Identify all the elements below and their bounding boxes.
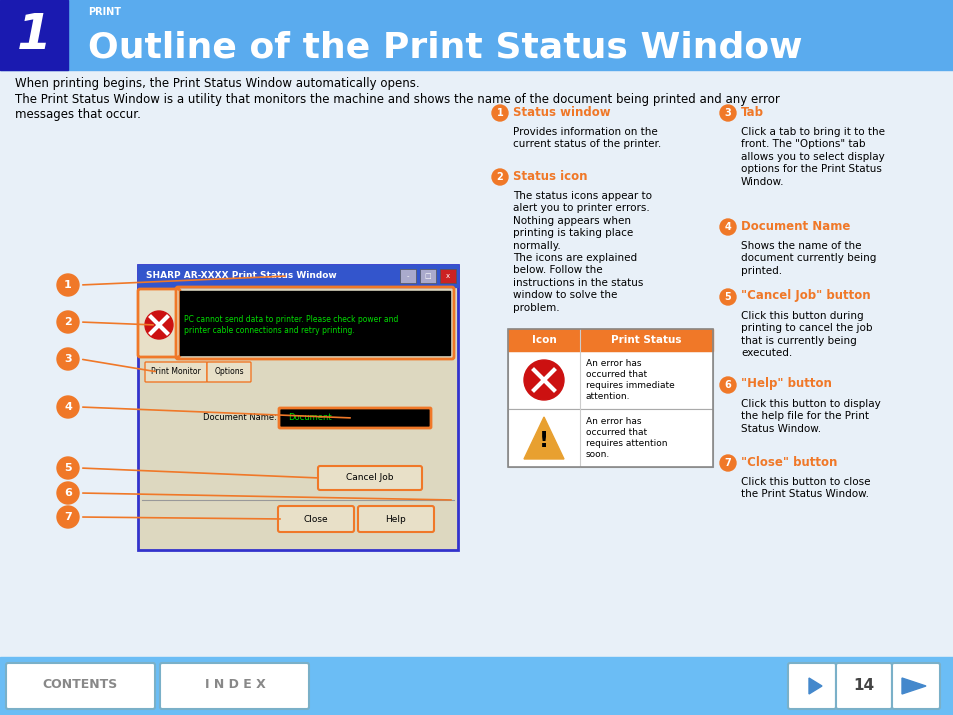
Text: 4: 4 — [64, 402, 71, 412]
FancyBboxPatch shape — [399, 269, 416, 283]
Text: x: x — [445, 273, 450, 279]
Bar — [0, 0, 68, 70]
Text: Print Monitor: Print Monitor — [151, 368, 201, 377]
Circle shape — [523, 360, 563, 400]
FancyBboxPatch shape — [278, 408, 431, 428]
Text: I N D E X: I N D E X — [204, 679, 265, 691]
FancyBboxPatch shape — [439, 269, 456, 283]
Text: Help: Help — [385, 515, 406, 523]
Text: When printing begins, the Print Status Window automatically opens.: When printing begins, the Print Status W… — [15, 77, 419, 90]
Circle shape — [145, 311, 172, 339]
Bar — [138, 265, 457, 550]
Text: Options: Options — [214, 368, 244, 377]
FancyBboxPatch shape — [835, 663, 891, 709]
Circle shape — [720, 289, 735, 305]
Bar — [507, 351, 712, 409]
FancyBboxPatch shape — [145, 362, 207, 382]
Bar — [507, 329, 712, 351]
Text: -: - — [406, 273, 409, 279]
Text: 14: 14 — [853, 678, 874, 693]
FancyBboxPatch shape — [419, 269, 436, 283]
Text: !: ! — [538, 431, 549, 451]
Circle shape — [57, 506, 79, 528]
Circle shape — [57, 348, 79, 370]
Circle shape — [57, 457, 79, 479]
Circle shape — [57, 311, 79, 333]
Text: Provides information on the
current status of the printer.: Provides information on the current stat… — [513, 127, 660, 149]
Bar — [0, 0, 953, 70]
Text: Print Status: Print Status — [610, 335, 680, 345]
Text: SHARP AR-XXXX Print Status Window: SHARP AR-XXXX Print Status Window — [146, 272, 336, 280]
Text: Status icon: Status icon — [513, 169, 587, 182]
Text: Click a tab to bring it to the
front. The "Options" tab
allows you to select dis: Click a tab to bring it to the front. Th… — [740, 127, 884, 187]
Text: CONTENTS: CONTENTS — [42, 679, 117, 691]
FancyBboxPatch shape — [277, 506, 354, 532]
FancyBboxPatch shape — [787, 663, 835, 709]
Circle shape — [720, 105, 735, 121]
FancyBboxPatch shape — [357, 506, 434, 532]
Text: Status window: Status window — [513, 106, 610, 119]
Text: Click this button during
printing to cancel the job
that is currently being
exec: Click this button during printing to can… — [740, 311, 872, 358]
Text: An error has
occurred that
requires immediate
attention.: An error has occurred that requires imme… — [585, 359, 674, 401]
Text: Document Name:: Document Name: — [203, 413, 276, 423]
Text: 2: 2 — [64, 317, 71, 327]
Text: 6: 6 — [64, 488, 71, 498]
Circle shape — [492, 169, 507, 185]
Circle shape — [57, 396, 79, 418]
Text: PRINT: PRINT — [88, 7, 121, 17]
Text: Cancel Job: Cancel Job — [346, 473, 394, 483]
FancyBboxPatch shape — [160, 663, 309, 709]
Text: 1: 1 — [64, 280, 71, 290]
Text: The Print Status Window is a utility that monitors the machine and shows the nam: The Print Status Window is a utility tha… — [15, 93, 779, 121]
Text: Outline of the Print Status Window: Outline of the Print Status Window — [88, 30, 801, 64]
Text: 1: 1 — [16, 11, 51, 59]
Text: 3: 3 — [724, 108, 731, 118]
Text: Click this button to display
the help file for the Print
Status Window.: Click this button to display the help fi… — [740, 399, 880, 434]
Text: Close: Close — [303, 515, 328, 523]
Text: PC cannot send data to printer. Please check power and
printer cable connections: PC cannot send data to printer. Please c… — [184, 315, 398, 335]
Text: Document: Document — [288, 413, 332, 423]
Circle shape — [720, 455, 735, 471]
FancyBboxPatch shape — [138, 289, 180, 357]
Text: 4: 4 — [724, 222, 731, 232]
Text: 7: 7 — [64, 512, 71, 522]
Text: 6: 6 — [724, 380, 731, 390]
FancyBboxPatch shape — [317, 466, 421, 490]
FancyBboxPatch shape — [6, 663, 154, 709]
Text: The status icons appear to
alert you to printer errors.
Nothing appears when
pri: The status icons appear to alert you to … — [513, 191, 651, 312]
Text: An error has
occurred that
requires attention
soon.: An error has occurred that requires atte… — [585, 417, 667, 459]
Polygon shape — [523, 417, 563, 459]
Text: "Close" button: "Close" button — [740, 455, 837, 468]
Bar — [0, 657, 953, 715]
Text: Shows the name of the
document currently being
printed.: Shows the name of the document currently… — [740, 241, 876, 276]
Bar — [507, 409, 712, 467]
Text: □: □ — [424, 273, 431, 279]
Text: "Cancel Job" button: "Cancel Job" button — [740, 290, 870, 302]
Text: Tab: Tab — [740, 106, 763, 119]
FancyBboxPatch shape — [207, 362, 251, 382]
Circle shape — [57, 482, 79, 504]
Bar — [138, 265, 457, 287]
Circle shape — [492, 105, 507, 121]
Circle shape — [720, 377, 735, 393]
FancyBboxPatch shape — [891, 663, 939, 709]
Circle shape — [57, 274, 79, 296]
Text: 1: 1 — [497, 108, 503, 118]
Text: 5: 5 — [64, 463, 71, 473]
Bar — [180, 291, 450, 355]
Text: 7: 7 — [724, 458, 731, 468]
Text: "Help" button: "Help" button — [740, 378, 831, 390]
Text: 2: 2 — [497, 172, 503, 182]
Text: 5: 5 — [724, 292, 731, 302]
Bar — [507, 329, 712, 467]
Polygon shape — [808, 678, 821, 694]
Circle shape — [720, 219, 735, 235]
Polygon shape — [901, 678, 925, 694]
Text: Click this button to close
the Print Status Window.: Click this button to close the Print Sta… — [740, 477, 869, 499]
Text: 3: 3 — [64, 354, 71, 364]
Text: Icon: Icon — [531, 335, 556, 345]
Text: Document Name: Document Name — [740, 220, 849, 232]
